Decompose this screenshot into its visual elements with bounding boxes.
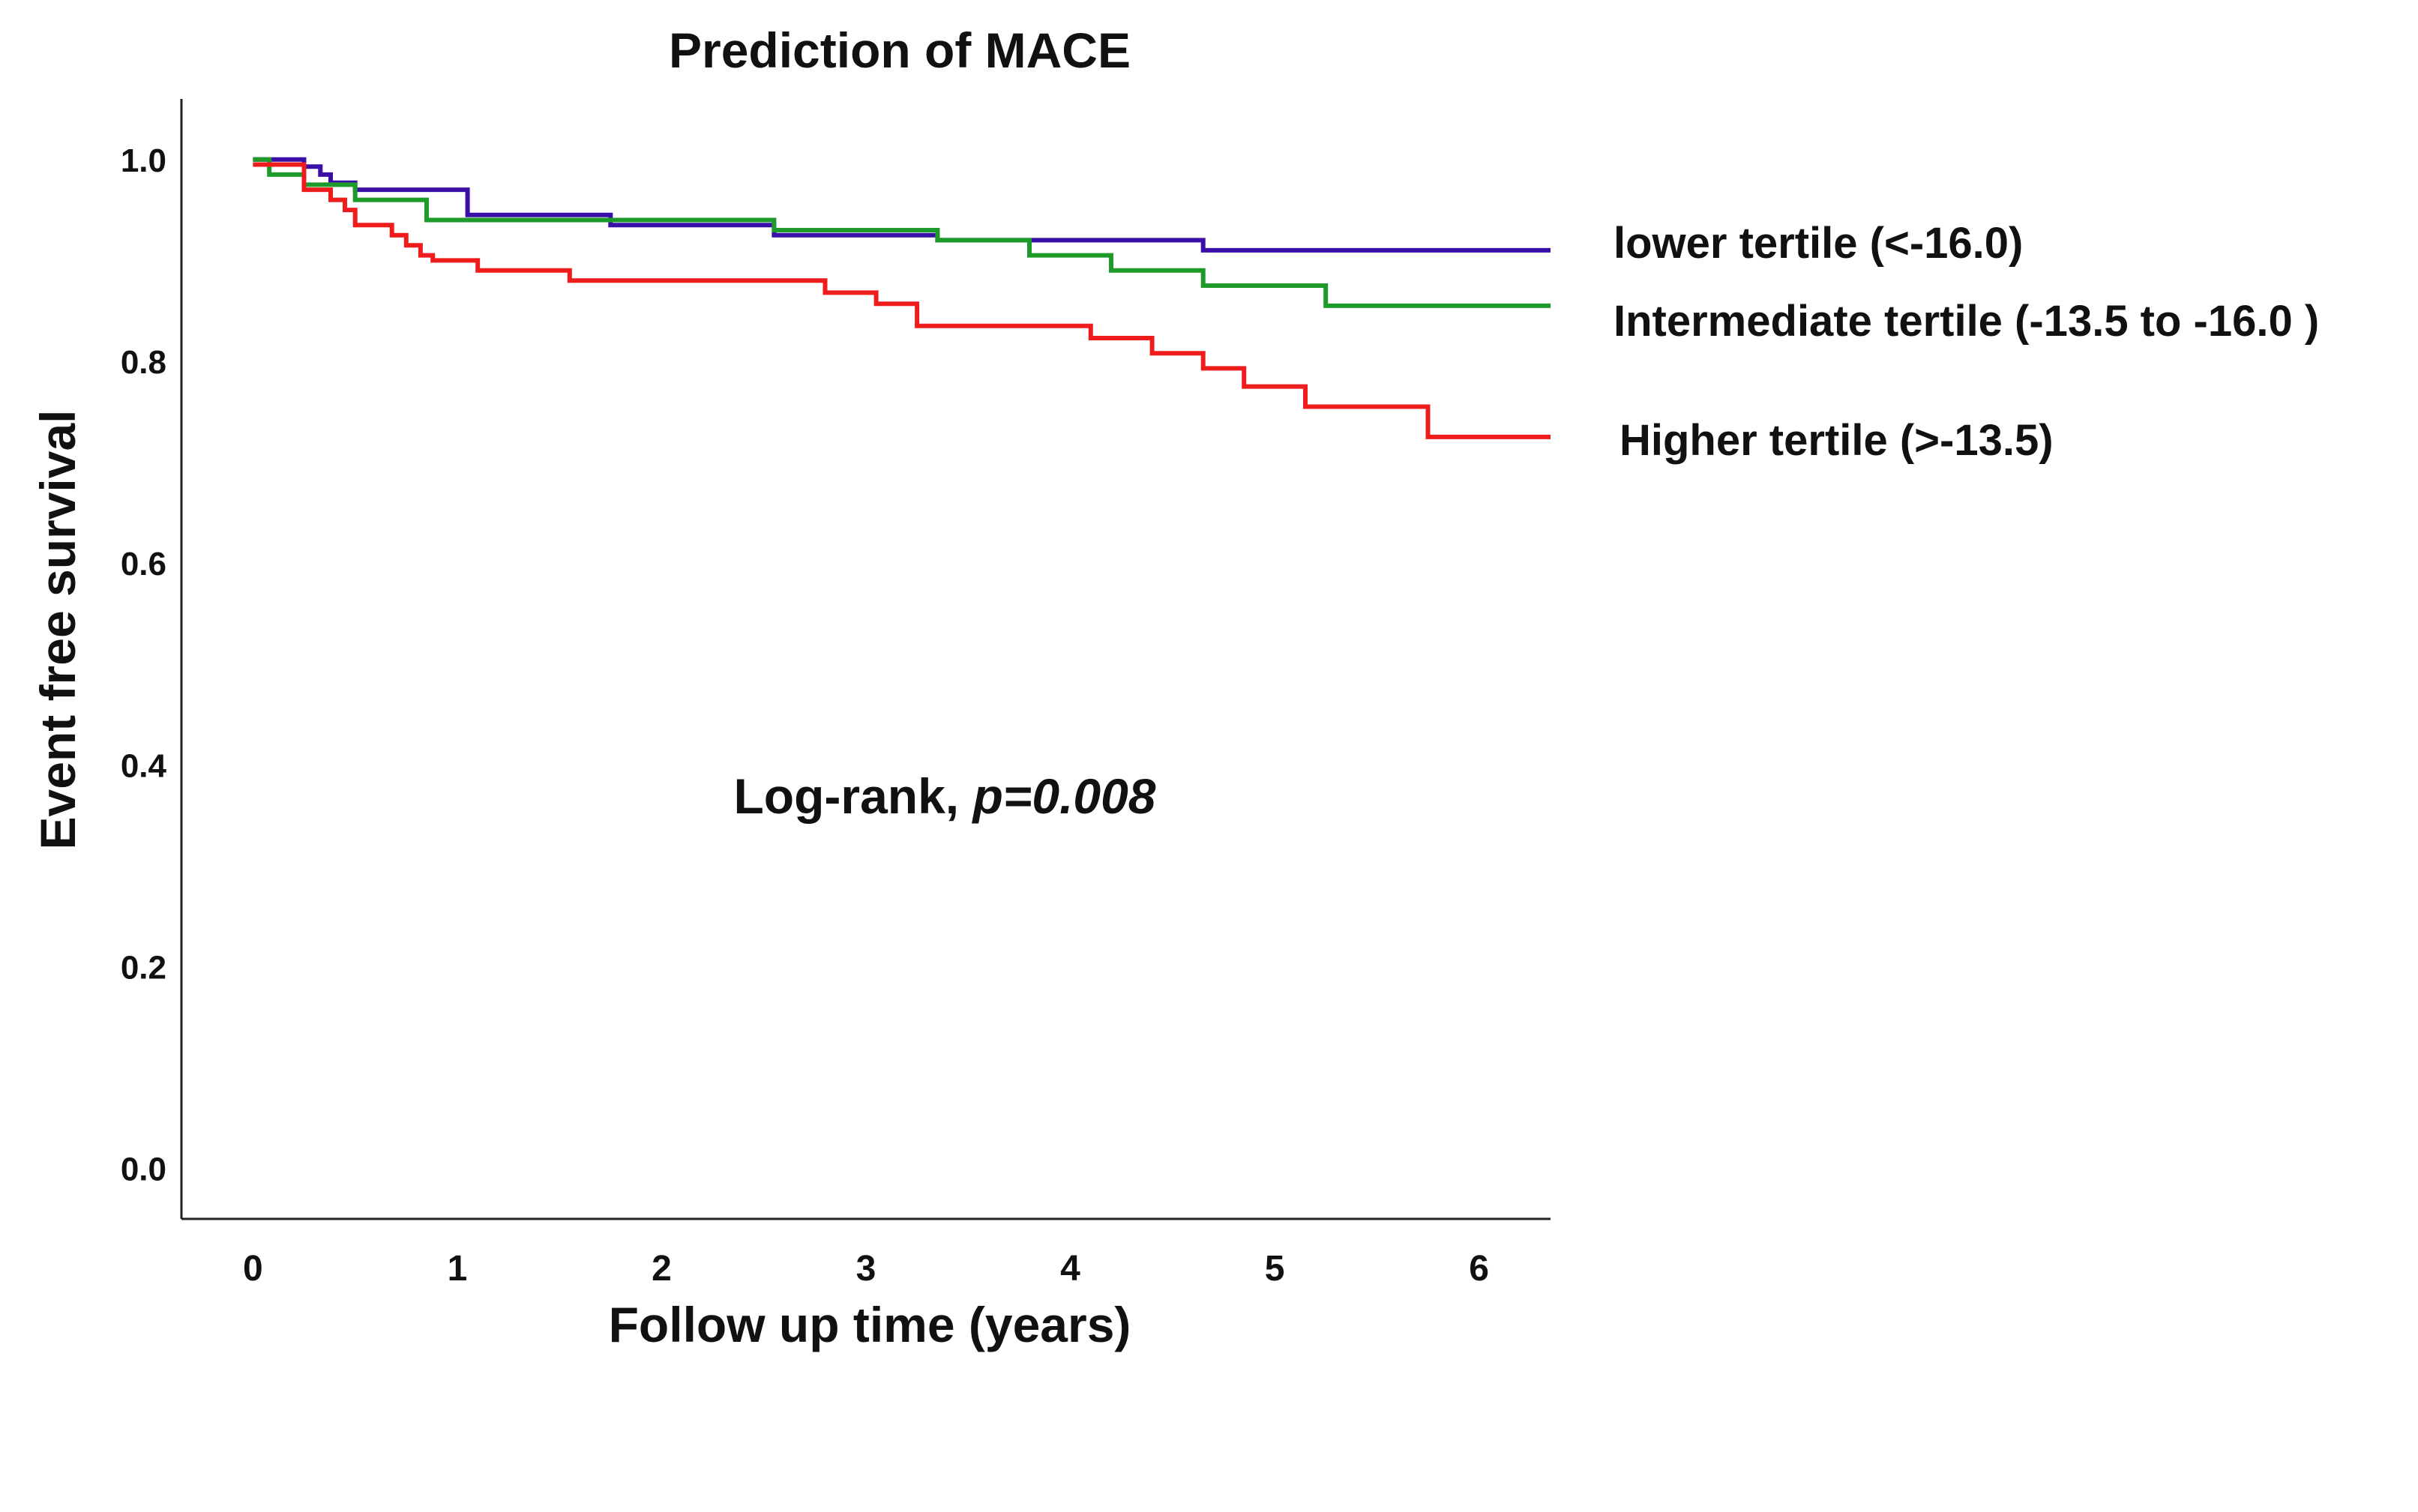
x-tick-label: 4: [1060, 1249, 1080, 1289]
logrank-annotation: Log-rank, p=0.008: [733, 768, 1155, 824]
legend-label-3: Higher tertile (>-13.5): [1619, 416, 2054, 465]
x-tick-label: 1: [448, 1249, 468, 1289]
chart-title: Prediction of MACE: [669, 22, 1131, 78]
x-tick-label: 2: [652, 1249, 672, 1289]
legend-label-1: lower tertile (<-16.0): [1613, 219, 2023, 268]
y-tick-label: 0.6: [121, 546, 166, 582]
x-tick-labels: 0 1 2 3 4 5 6: [243, 1249, 1489, 1289]
x-tick-label: 5: [1265, 1249, 1285, 1289]
y-tick-label: 0.2: [121, 950, 166, 987]
survival-curve-3: [253, 162, 1551, 439]
survival-curve-1: [253, 157, 1551, 253]
x-tick-label: 3: [856, 1249, 876, 1289]
x-tick-label: 0: [243, 1249, 263, 1289]
logrank-prefix: Log-rank,: [733, 768, 972, 824]
y-axis-label: Event free survival: [30, 410, 85, 850]
x-axis-label: Follow up time (years): [609, 1297, 1131, 1352]
axes: [180, 99, 1551, 1220]
logrank-p-value: p=0.008: [971, 768, 1155, 824]
legend-label-2: Intermediate tertile (-13.5 to -16.0 ): [1613, 297, 2319, 346]
y-tick-labels: 0.0 0.2 0.4 0.6 0.8 1.0: [121, 142, 167, 1188]
survival-curve-2: [253, 157, 1551, 308]
x-tick-label: 6: [1469, 1249, 1489, 1289]
y-tick-label: 1.0: [121, 142, 166, 179]
y-tick-label: 0.0: [121, 1151, 166, 1188]
survival-curves: [253, 157, 1551, 439]
legend: lower tertile (<-16.0) Intermediate terti…: [1613, 219, 2319, 465]
y-tick-label: 0.8: [121, 344, 166, 381]
y-tick-label: 0.4: [121, 747, 167, 784]
